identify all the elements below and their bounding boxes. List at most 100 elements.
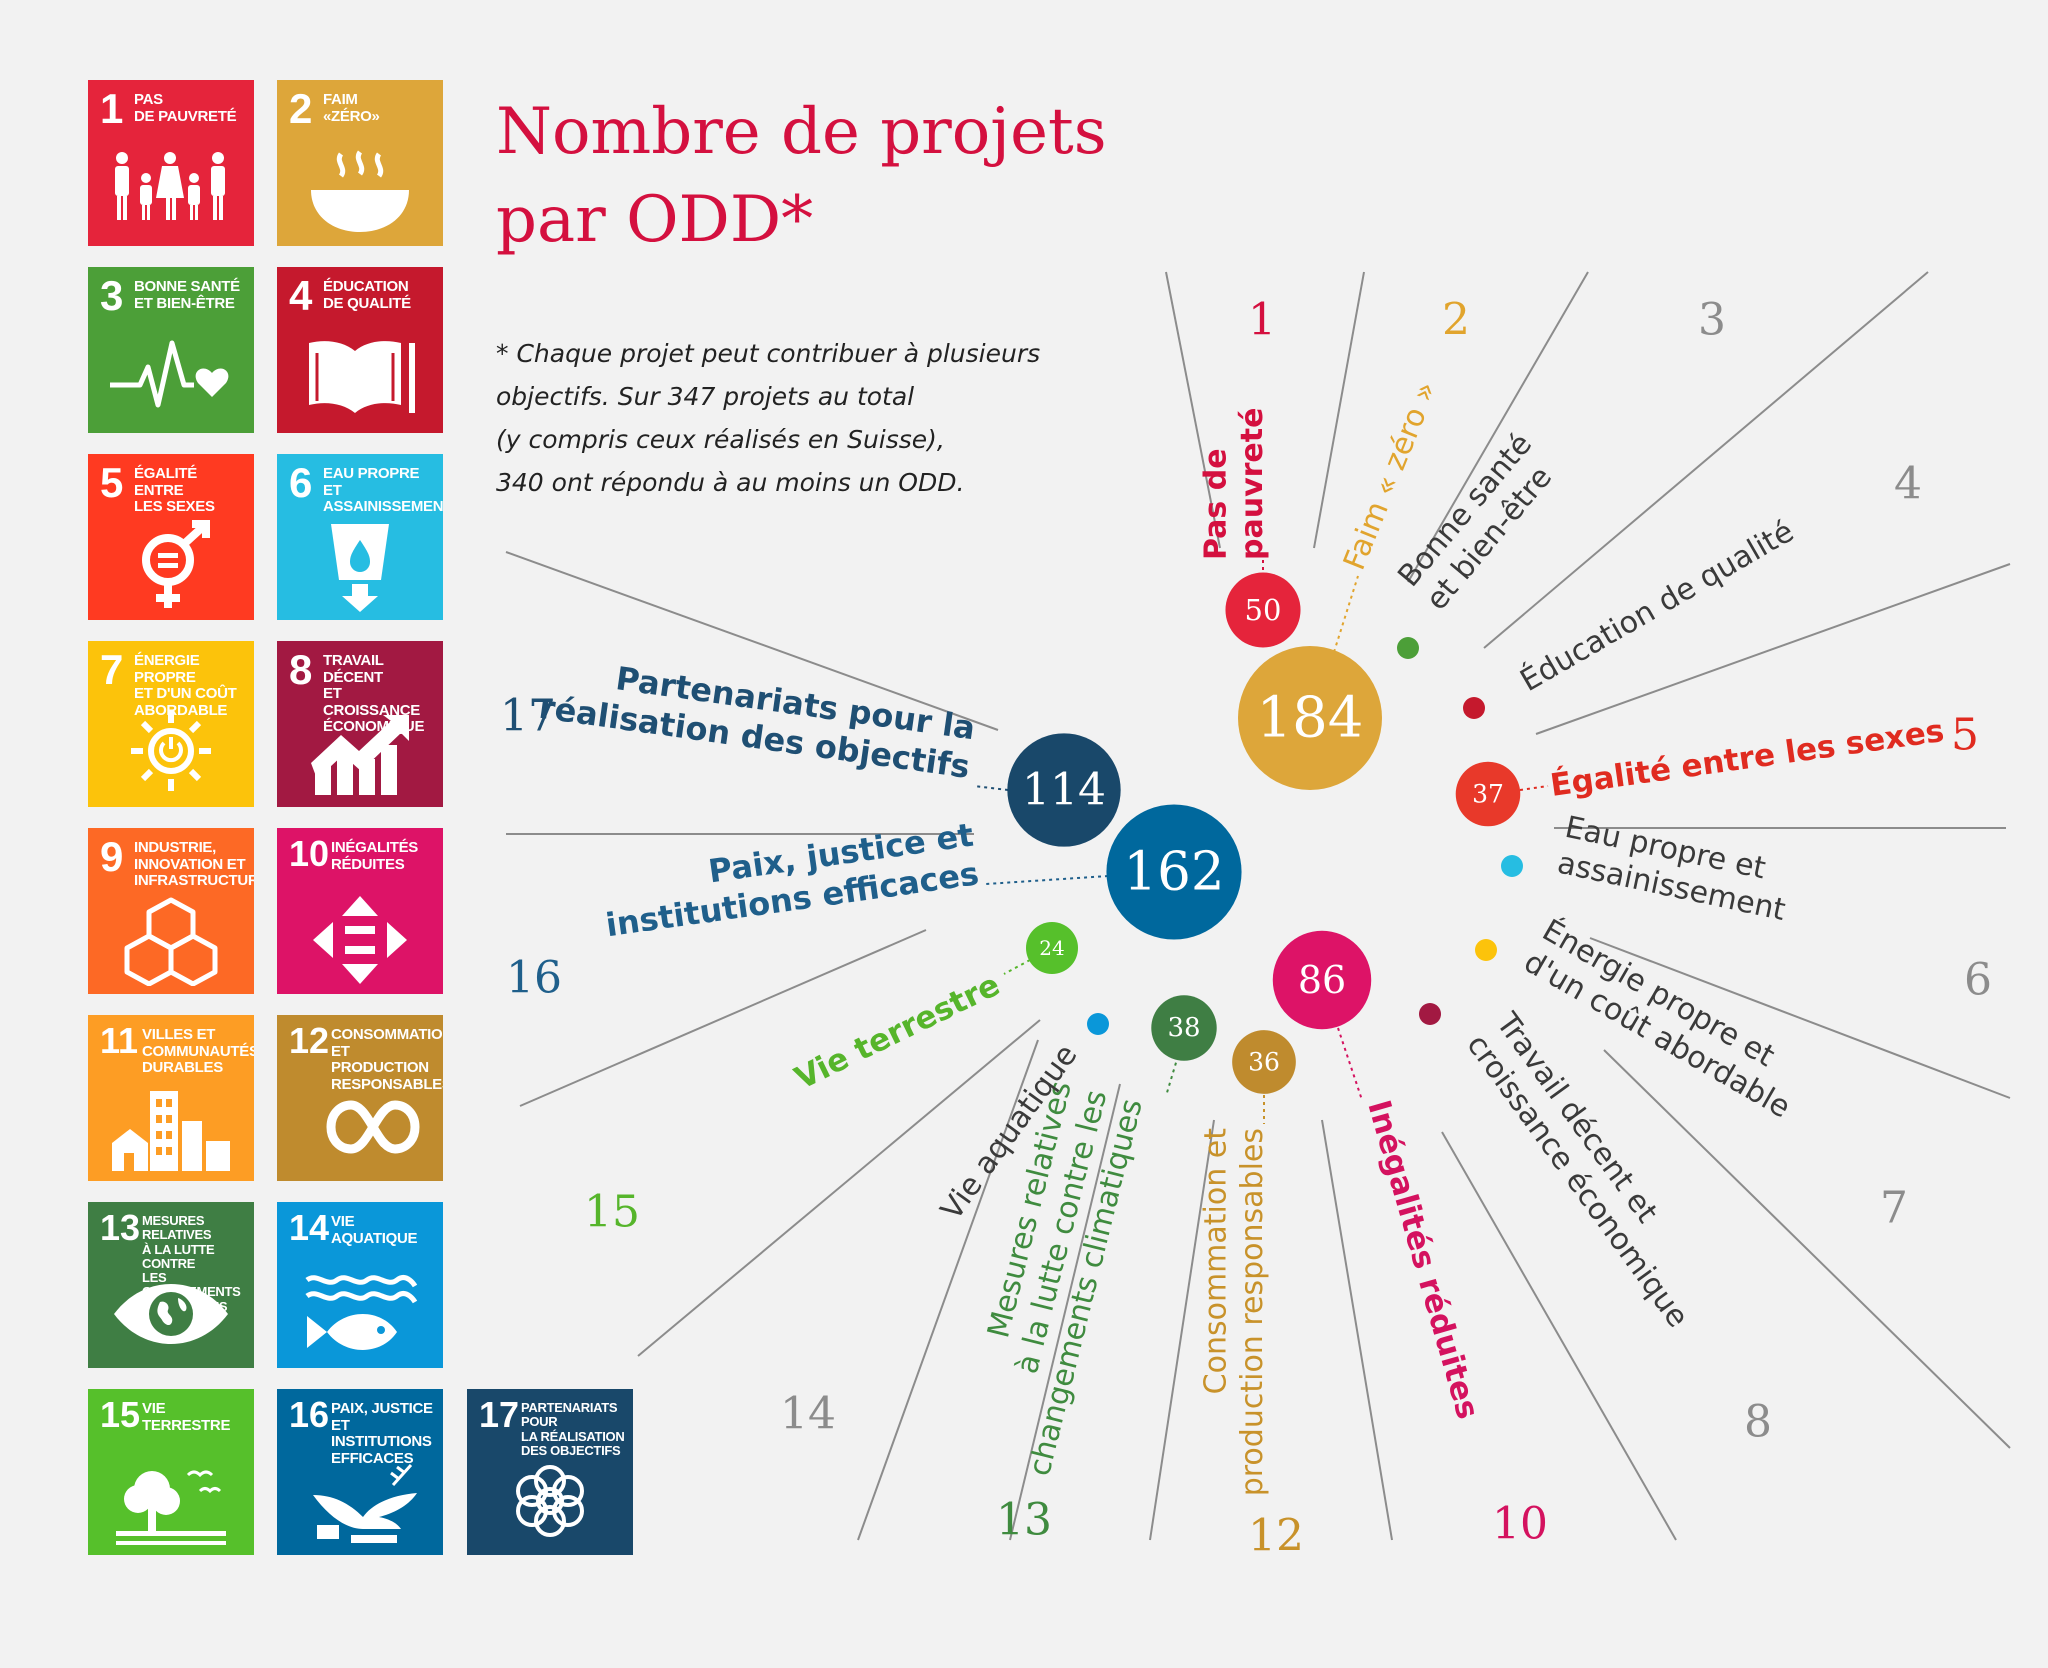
bubble-goal-14 [1087, 1013, 1109, 1035]
sdg-tile-16: 16 Paix, justice et institutions efficace… [277, 1389, 443, 1555]
sdg-tile-number: 1 [100, 85, 124, 132]
sdg-tile-number: 3 [100, 272, 124, 319]
sdg-tile-number: 10 [289, 833, 330, 874]
separator-line [857, 1039, 1039, 1541]
heartbeat-icon [108, 333, 234, 425]
sdg-tile-number: 7 [100, 646, 124, 693]
fish-icon [297, 1268, 423, 1360]
goal-label-text: Mesures relativesà la lutte contre lesch… [951, 1078, 1150, 1480]
sdg-tile-9: 9Industrie, innovation et infrastructure [88, 828, 254, 994]
sdg-tile-label: Villes et communautés durables [142, 1026, 254, 1076]
separator-line [1535, 563, 2011, 735]
sdg-tile-number: 17 [479, 1394, 520, 1435]
bubble-goal-16 [1106, 804, 1242, 940]
sun-power-icon [108, 707, 234, 799]
gender-icon [108, 520, 234, 612]
sdg-tile-label: Égalité entre les sexes [134, 465, 215, 515]
bubble-goal-12 [1232, 1030, 1296, 1094]
goal-label-text: Égalité entre les sexes [1548, 713, 1946, 804]
leader-line-2 [1333, 575, 1359, 653]
goal-label-17: Partenariats pour laréalisation des obje… [537, 649, 978, 786]
bubble-value-1: 50 [1245, 593, 1282, 627]
goal-number-16: 16 [506, 953, 562, 1004]
bubble-value-17: 114 [1022, 765, 1106, 816]
bubble-value-10: 86 [1298, 958, 1346, 1002]
growth-chart-icon [297, 707, 423, 799]
separator-line [505, 551, 999, 731]
separator-line [1407, 271, 1589, 583]
goal-number-6: 6 [1964, 955, 1992, 1006]
bubble-goal-3 [1397, 637, 1419, 659]
sdg-tile-number: 12 [289, 1020, 330, 1061]
equality-arrows-icon [297, 894, 423, 986]
sdg-tile-14: 14 Vie aquatique [277, 1202, 443, 1368]
leader-line-16 [985, 875, 1109, 885]
goal-number-17: 17 [500, 691, 556, 742]
sdg-tile-3: 3 Bonne santé et bien-être [88, 267, 254, 433]
sdg-tile-label: Inégalités réduites [331, 839, 419, 873]
separator-line [1441, 1131, 1677, 1541]
bubble-value-12: 36 [1248, 1048, 1280, 1077]
sdg-tile-number: 6 [289, 459, 313, 506]
sdg-tile-10: 10 Inégalités réduites [277, 828, 443, 994]
bubble-value-2: 184 [1257, 686, 1364, 751]
goal-label-4: Éducation de qualité [1514, 513, 1800, 699]
sdg-tile-12: 12 Consommation et production responsable… [277, 1015, 443, 1181]
goal-number-4: 4 [1894, 459, 1922, 510]
goal-number-1: 1 [1248, 295, 1276, 346]
bowl-icon [297, 146, 423, 238]
goal-label-text: Consommation etproduction responsables [1198, 1128, 1270, 1497]
goal-number-8: 8 [1744, 1397, 1772, 1448]
goal-number-13: 13 [996, 1495, 1052, 1546]
goal-number-15: 15 [584, 1187, 640, 1238]
goal-label-text: Pas depauvreté [1198, 408, 1270, 560]
sdg-tile-15: 15 Vie terrestre [88, 1389, 254, 1555]
bubble-value-5: 37 [1472, 780, 1504, 809]
separator-line [1321, 1119, 1393, 1541]
bubble-goal-17 [1007, 733, 1121, 847]
sdg-tile-1: 1 Pas de pauvreté [88, 80, 254, 246]
sdg-tile-label: Partenariats pour la réalisation des obj… [521, 1400, 625, 1458]
separator-line [637, 1019, 1041, 1357]
cubes-icon [108, 894, 234, 987]
goal-number-10: 10 [1492, 1499, 1548, 1550]
bubble-goal-6 [1501, 855, 1523, 877]
bubble-value-16: 162 [1123, 842, 1224, 903]
bubble-goal-15 [1025, 921, 1079, 975]
sdg-tile-6: 6 Eau propre et assainissement [277, 454, 443, 620]
sdg-tile-number: 15 [100, 1394, 141, 1435]
goal-label-13: Mesures relativesà la lutte contre lesch… [951, 1078, 1150, 1480]
goal-label-text: Inégalités réduites [1360, 1096, 1485, 1423]
sdg-tile-number: 5 [100, 459, 124, 506]
goal-number-3: 3 [1698, 295, 1726, 346]
eye-globe-icon [108, 1268, 234, 1360]
goal-label-12: Consommation etproduction responsables [1198, 1128, 1270, 1497]
infinity-icon [297, 1081, 423, 1173]
sdg-tile-2: 2 Faim «zéro» [277, 80, 443, 246]
sdg-tile-8: 8 Travail décent et croissance économique [277, 641, 443, 807]
sdg-tile-number: 4 [289, 272, 313, 319]
bubble-goal-10 [1272, 930, 1372, 1030]
footnote: * Chaque projet peut contribuer à plusie… [496, 339, 1041, 497]
sdg-tile-label: Vie aquatique [331, 1213, 418, 1247]
sdg-tile-label: Travail décent et croissance économique [323, 652, 425, 735]
sdg-tile-label: Faim «zéro» [323, 91, 380, 125]
goal-label-15: Vie terrestre [789, 967, 1005, 1097]
sdg-tile-number: 16 [289, 1394, 330, 1435]
sdg-tile-label: Consommation et production responsables [331, 1026, 443, 1093]
separator-line [1483, 271, 1929, 649]
bubble-value-13: 38 [1167, 1013, 1200, 1043]
bubble-goal-4 [1463, 697, 1485, 719]
goal-label-1: Pas depauvreté [1198, 408, 1270, 560]
sdg-tile-13: 13 Mesures relatives à la lutte contre le… [88, 1202, 254, 1368]
book-icon [297, 333, 423, 425]
goal-label-text: Partenariats pour laréalisation des obje… [537, 649, 978, 786]
separator-line [1589, 937, 2011, 1099]
bubble-goal-8 [1419, 1003, 1441, 1025]
bubble-goal-7 [1475, 939, 1497, 961]
goal-number-5: 5 [1951, 710, 1979, 761]
goal-label-text: Éducation de qualité [1514, 513, 1800, 699]
goal-number-12: 12 [1248, 1511, 1304, 1562]
